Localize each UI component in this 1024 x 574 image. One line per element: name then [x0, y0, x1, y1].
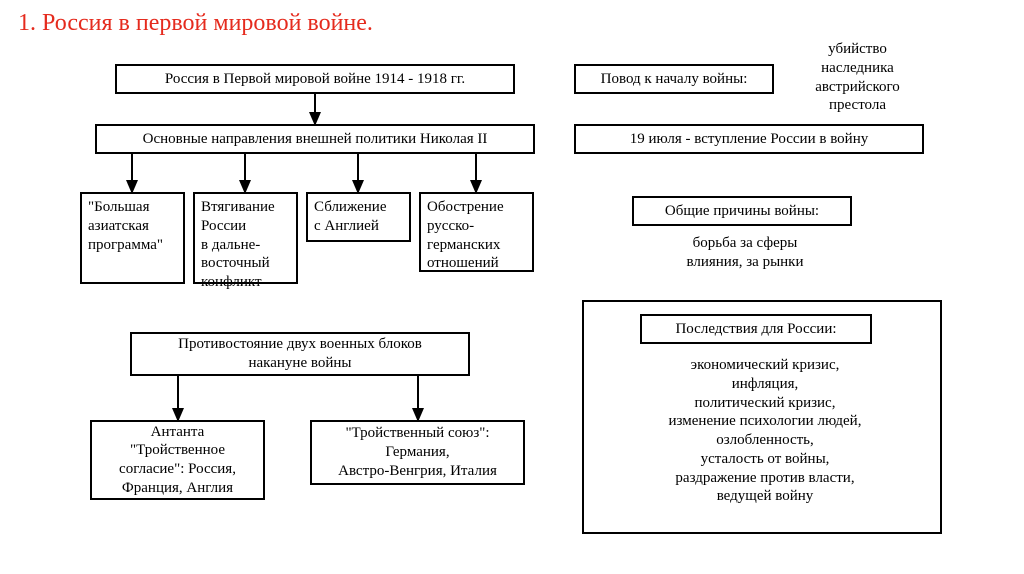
node-text: "Тройственный союз": Германия, Австро-Ве… — [338, 424, 497, 480]
node-dir1: "Большая азиатская программа" — [80, 192, 185, 284]
node-dir3: Сближение с Англией — [306, 192, 411, 242]
node-text: экономический кризис, инфляция, политиче… — [669, 357, 862, 504]
node-blocks-confrontation: Противостояние двух военных блоков накан… — [130, 332, 470, 376]
page-title: 1. Россия в первой мировой войне. — [18, 10, 373, 37]
node-text: Общие причины войны: — [665, 202, 819, 221]
node-text: Сближение с Англией — [314, 198, 387, 236]
node-dir2: Втягивание России в дальне- восточный ко… — [193, 192, 298, 284]
node-text: Втягивание России в дальне- восточный ко… — [201, 198, 275, 292]
node-text: борьба за сферы влияния, за рынки — [686, 235, 803, 270]
node-cause-text: убийство наследника австрийского престол… — [790, 40, 925, 115]
node-july19: 19 июля - вступление России в войну — [574, 124, 924, 154]
node-reasons-text: борьба за сферы влияния, за рынки — [660, 234, 830, 272]
node-triple-alliance: "Тройственный союз": Германия, Австро-Ве… — [310, 420, 525, 485]
node-cause-label: Повод к началу войны: — [574, 64, 774, 94]
node-text: 19 июля - вступление России в войну — [630, 130, 868, 149]
node-policy-directions: Основные направления внешней политики Ни… — [95, 124, 535, 154]
node-text: Обострение русско- германских отношений — [427, 198, 504, 273]
node-text: Антанта "Тройственное согласие": Россия,… — [119, 423, 236, 498]
node-dir4: Обострение русско- германских отношений — [419, 192, 534, 272]
node-text: Последствия для России: — [675, 320, 836, 339]
node-text: "Большая азиатская программа" — [88, 198, 163, 254]
node-consequences-text: экономический кризис, инфляция, политиче… — [620, 356, 910, 506]
node-main-title: Россия в Первой мировой войне 1914 - 191… — [115, 64, 515, 94]
node-text: убийство наследника австрийского престол… — [815, 41, 900, 113]
node-text: Россия в Первой мировой войне 1914 - 191… — [165, 70, 465, 89]
node-entente: Антанта "Тройственное согласие": Россия,… — [90, 420, 265, 500]
node-text: Повод к началу войны: — [601, 70, 748, 89]
node-consequences-label: Последствия для России: — [640, 314, 872, 344]
node-text: Основные направления внешней политики Ни… — [143, 130, 488, 149]
node-text: Противостояние двух военных блоков накан… — [178, 335, 422, 373]
node-reasons-label: Общие причины войны: — [632, 196, 852, 226]
